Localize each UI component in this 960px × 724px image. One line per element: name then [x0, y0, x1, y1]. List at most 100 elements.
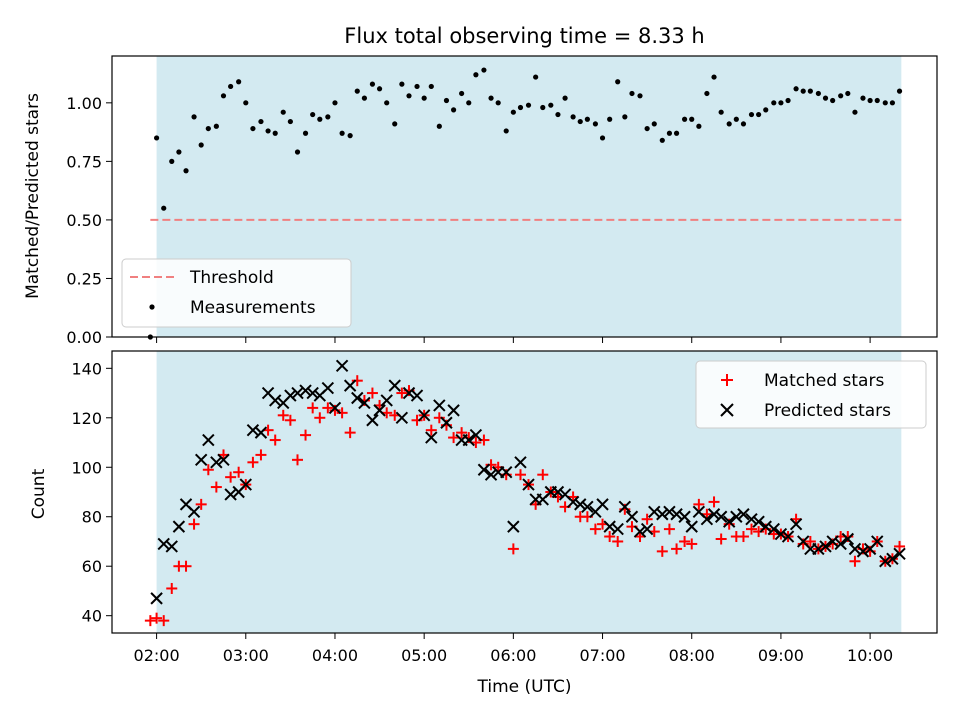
measurement-point — [555, 111, 561, 118]
measurement-point — [637, 93, 643, 99]
measurement-point — [354, 88, 360, 94]
measurement-point — [807, 88, 813, 94]
x-tick-label: 02:00 — [134, 646, 180, 665]
measurement-point — [592, 121, 599, 127]
matched-stars-point — [277, 409, 289, 421]
measurement-point — [450, 107, 457, 113]
predicted-stars-point — [886, 552, 899, 565]
measurement-point — [659, 137, 665, 143]
predicted-stars-point — [321, 381, 335, 395]
measurement-point — [882, 100, 888, 106]
measurement-point — [503, 128, 509, 134]
matched-stars-point — [151, 612, 163, 624]
measurement-point — [228, 83, 234, 90]
matched-stars-point — [663, 523, 675, 535]
measurement-point — [198, 142, 204, 148]
predicted-stars-point — [202, 433, 215, 447]
predicted-stars-point — [848, 542, 862, 556]
measurement-point — [421, 95, 427, 101]
measurement-point — [845, 90, 851, 97]
predicted-stars-point — [172, 520, 186, 533]
measurement-point — [294, 149, 301, 155]
predicted-stars-point — [417, 409, 431, 422]
measurement-point — [889, 100, 896, 106]
measurement-point — [838, 93, 844, 99]
predicted-stars-point — [834, 537, 847, 551]
y-tick-label: 40 — [82, 607, 102, 626]
legend-predicted-x-icon — [720, 403, 734, 417]
bottom-axes-frame — [111, 350, 938, 634]
matched-stars-point — [188, 518, 200, 530]
measurement-point — [533, 74, 539, 80]
x-tick-label: 03:00 — [223, 646, 269, 665]
predicted-stars-point — [254, 426, 268, 439]
measurement-point — [258, 118, 264, 125]
predicted-stars-point — [625, 510, 639, 523]
matched-stars-point — [514, 469, 526, 481]
measurement-point — [406, 93, 412, 99]
predicted-stars-point — [774, 527, 788, 541]
predicted-stars-point — [447, 404, 460, 417]
predicted-stars-point — [366, 414, 379, 427]
measurement-point — [867, 97, 873, 104]
matched-stars-point — [485, 459, 497, 471]
measurement-point — [793, 86, 799, 92]
measurement-point — [570, 114, 576, 120]
measurement-point — [733, 116, 739, 122]
predicted-stars-point — [581, 500, 594, 514]
matched-stars-point — [322, 402, 334, 414]
matched-stars-point — [849, 555, 861, 567]
y-tick-label: 120 — [71, 409, 102, 428]
measurement-point — [748, 111, 755, 118]
matched-stars-point — [210, 481, 222, 493]
measurement-point — [666, 130, 673, 136]
measurement-point — [599, 135, 606, 141]
predicted-stars-point — [514, 456, 527, 469]
measurement-point — [771, 100, 777, 106]
matched-stars-point — [300, 429, 312, 441]
predicted-stars-point — [648, 505, 661, 518]
measurement-point — [548, 102, 554, 108]
predicted-stars-point — [685, 520, 698, 533]
matched-stars-point — [396, 387, 408, 399]
predicted-stars-point — [343, 379, 357, 392]
matched-stars-point — [344, 427, 356, 439]
matched-stars-point — [745, 523, 757, 535]
measurement-point — [436, 123, 442, 129]
matched-stars-point — [144, 615, 156, 627]
measurement-point — [176, 149, 182, 155]
matched-stars-point — [284, 414, 296, 426]
predicted-stars-point — [217, 453, 230, 467]
measurement-point — [339, 130, 345, 136]
matched-stars-point — [247, 456, 259, 468]
measurement-point — [726, 121, 732, 127]
matched-stars-point — [537, 469, 549, 481]
top-panel: 0.00 0.25 0.50 0.75 1.00 Matched/Predicted s… — [23, 55, 938, 347]
y-tick-label: 100 — [71, 458, 102, 477]
measurement-point — [763, 107, 769, 113]
measurement-point — [325, 114, 331, 120]
predicted-stars-point — [507, 520, 520, 533]
y-tick-label: 60 — [82, 557, 102, 576]
predicted-stars-point — [722, 515, 736, 528]
predicted-stars-point — [410, 389, 424, 402]
legend-matched-label: Matched stars — [764, 371, 884, 391]
predicted-stars-point — [707, 508, 721, 521]
measurement-point — [525, 102, 532, 108]
predicted-stars-point — [299, 384, 312, 397]
measurement-point — [815, 90, 821, 97]
predicted-stars-point — [433, 399, 446, 412]
matched-stars-point — [448, 432, 460, 444]
x-tick-label: 09:00 — [758, 646, 804, 665]
bottom-y-axis-label: Count — [29, 468, 49, 519]
predicted-stars-point — [812, 542, 825, 556]
matched-stars-point — [166, 582, 178, 594]
matched-stars-point — [255, 449, 267, 461]
predicted-stars-point — [714, 510, 728, 523]
measurement-point — [495, 100, 501, 106]
matched-stars-point — [314, 412, 326, 424]
predicted-stars-point — [402, 386, 416, 400]
measurement-point — [392, 121, 398, 127]
matched-stars-point — [708, 496, 720, 508]
